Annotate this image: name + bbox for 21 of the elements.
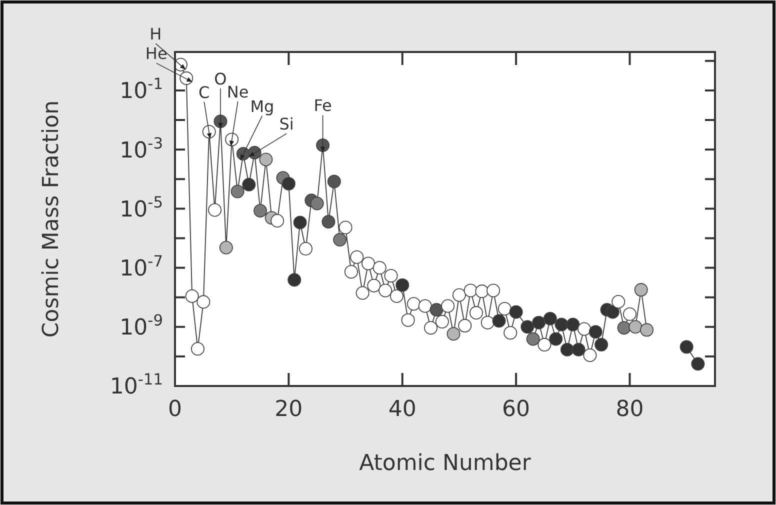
x-tick-label: 60	[502, 397, 530, 422]
annotation: Ne	[226, 82, 249, 102]
annotation: Mg	[250, 96, 274, 116]
y-tick-label: 10$^{-3}$	[120, 134, 163, 164]
y-tick-label: 10$^{-1}$	[120, 75, 163, 104]
x-tick-label: 40	[388, 397, 416, 422]
x-tick-label: 80	[616, 397, 644, 422]
y-tick-label: 10$^{-11}$	[110, 370, 163, 400]
y-tick-label: 10$^{-5}$	[120, 193, 163, 222]
annotation: O	[214, 69, 227, 88]
annotation: He	[145, 44, 168, 64]
y-tick-label: 10$^{-9}$	[120, 312, 163, 341]
y-tick-label: 10$^{-7}$	[120, 252, 163, 282]
annotation: H	[150, 24, 162, 44]
y-axis-title: Cosmic Mass Fraction	[39, 100, 64, 338]
x-tick-label: 20	[274, 397, 303, 422]
x-tick-label: 0	[168, 397, 182, 422]
annotation: Si	[279, 114, 294, 134]
x-axis-title: Atomic Number	[359, 451, 532, 476]
annotation: Fe	[314, 96, 332, 116]
annotation: C	[198, 82, 210, 102]
